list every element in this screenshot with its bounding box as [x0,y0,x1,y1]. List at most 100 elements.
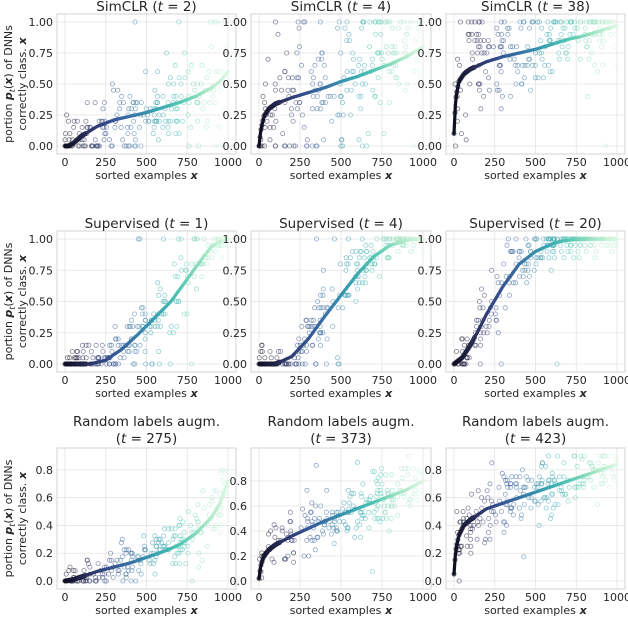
data-point [275,348,281,354]
y-tick-label: 1.00 [418,233,443,246]
data-point [369,261,375,267]
data-point [486,323,492,329]
data-point [351,490,357,496]
data-point [65,355,71,361]
data-point [363,267,369,273]
data-point [134,348,140,354]
data-point [518,248,524,254]
data-point [196,564,202,570]
data-point [370,469,376,475]
data-point [298,62,304,68]
data-point [142,348,148,354]
data-point [535,502,541,508]
data-point [334,355,340,361]
y-axis-label: correctly class. x [16,36,29,130]
data-point [173,106,179,112]
data-point [567,31,573,37]
mean-curve [452,237,619,366]
data-point [336,112,342,118]
data-point [109,342,115,348]
data-point [562,25,568,31]
data-point [267,137,273,143]
data-point [120,137,126,143]
data-point [501,529,507,535]
data-point [186,143,192,149]
x-tick-label: 1000 [214,591,242,604]
data-point [312,547,318,553]
data-point [309,106,315,112]
data-point [577,56,583,62]
data-point [360,19,366,25]
data-point [468,543,474,549]
data-point [83,118,89,124]
data-point [557,242,563,248]
data-point [195,100,201,106]
data-point [362,516,368,522]
data-point [613,453,619,459]
data-point [77,143,83,149]
data-point [175,273,181,279]
data-point [210,93,216,99]
data-point [473,509,479,515]
data-point [334,528,340,534]
data-point [357,248,363,254]
data-point [178,267,184,273]
data-point [561,255,567,261]
data-point [170,561,176,567]
x-tick-label: 250 [290,156,311,169]
data-point [464,533,470,539]
data-point [533,481,539,487]
x-axis-label: sorted examples x [484,387,587,400]
data-point [452,143,458,149]
data-point [162,118,168,124]
data-point [115,342,121,348]
data-point [335,112,341,118]
data-point [102,578,108,584]
data-point [465,31,471,37]
data-point [95,143,101,149]
data-point [271,522,277,528]
data-point [304,487,310,493]
data-point [149,361,155,367]
data-point [294,75,300,81]
data-point [481,292,487,298]
data-point [136,323,142,329]
data-point [181,311,187,317]
data-point [494,81,500,87]
data-point [359,81,365,87]
data-point [358,106,364,112]
data-point [551,248,557,254]
data-point [416,25,422,31]
x-tick-label: 250 [484,591,505,604]
y-axis-label: portion pt(x) of DNNs [2,25,17,143]
data-point [140,305,146,311]
data-point [548,512,554,518]
data-point [291,537,297,543]
data-point [320,292,326,298]
data-point [544,248,550,254]
x-axis-label: sorted examples x [95,169,198,182]
data-point [503,477,509,483]
data-point [589,463,595,469]
data-point [346,31,352,37]
data-point [297,100,303,106]
data-point [491,509,497,515]
data-point [460,361,466,367]
data-point [499,93,505,99]
x-tick-label: 750 [372,374,393,387]
data-point [162,543,168,549]
x-axis-label: sorted examples x [290,169,393,182]
data-point [316,516,322,522]
x-tick-label: 0 [62,591,69,604]
data-point [369,569,375,575]
data-point [84,100,90,106]
data-point [183,561,189,567]
data-point [206,502,212,508]
data-point [529,477,535,483]
x-tick-label: 250 [95,591,116,604]
data-point [134,100,140,106]
data-point [401,242,407,248]
data-point [583,248,589,254]
data-point [470,522,476,528]
data-point [107,361,113,367]
